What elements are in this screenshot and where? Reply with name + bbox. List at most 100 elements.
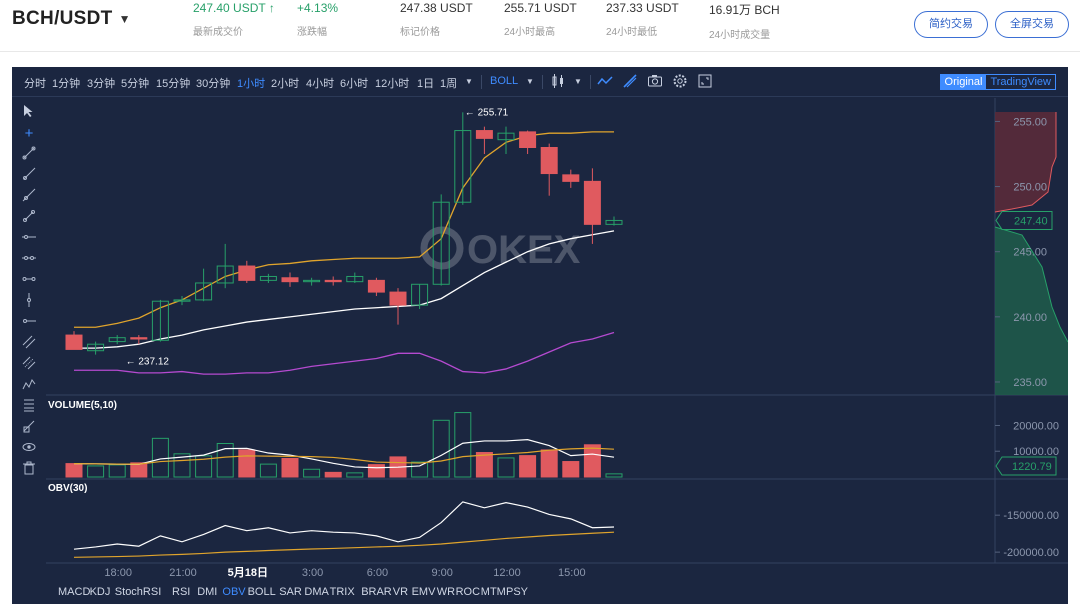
pair-selector[interactable]: BCH/USDT ▼ [12, 8, 131, 30]
eye-icon[interactable] [20, 440, 38, 458]
timeframe-3m[interactable]: 3分钟 [87, 78, 116, 90]
candle-body [389, 291, 407, 306]
volume-bar [195, 455, 213, 478]
indicator-dma[interactable]: DMA [304, 586, 329, 598]
candle-body [540, 147, 558, 175]
toolbar-divider [542, 75, 543, 89]
indicator-dmi[interactable]: DMI [197, 586, 218, 598]
stat-label: 24小时成交量 [709, 30, 771, 41]
timeframe-fenshi[interactable]: 分时 [24, 78, 46, 90]
obv-tick-label: -200000.00 [1003, 547, 1059, 559]
volume-panel-label: VOLUME(5,10) [48, 400, 117, 411]
line-indicator-icon[interactable] [596, 73, 614, 91]
stat-change: +4.13% 涨跌幅 [297, 1, 338, 38]
timeframe-1w[interactable]: 1周 [440, 78, 458, 90]
price-line-icon[interactable] [20, 314, 38, 332]
vertical-line-icon[interactable] [20, 293, 38, 311]
timeframe-15m[interactable]: 15分钟 [156, 78, 191, 90]
segment-line-icon[interactable] [20, 209, 38, 227]
volume-panel: 20000.00 10000.00 1220.79 [65, 412, 1059, 478]
wave-pattern-icon[interactable] [20, 377, 38, 395]
full-trade-button[interactable]: 全屏交易 [995, 11, 1069, 38]
candle-body [108, 337, 126, 343]
timeframe-2h[interactable]: 2小时 [271, 78, 300, 90]
volume-tick-label: 10000.00 [1013, 446, 1059, 458]
volume-bar [259, 463, 277, 478]
fullscreen-icon[interactable] [696, 73, 714, 91]
indicator-roc[interactable]: ROC [455, 586, 481, 598]
indicator-vr[interactable]: VR [392, 586, 409, 598]
candle-type-caret-icon[interactable]: ▼ [574, 77, 582, 86]
timeframe-4h[interactable]: 4小时 [306, 78, 335, 90]
price-tick-label: 245.00 [1013, 247, 1047, 259]
indicator-emv[interactable]: EMV [411, 586, 436, 598]
indicator-trix[interactable]: TRIX [329, 586, 355, 598]
indicator-stochrsi[interactable]: StochRSI [114, 586, 162, 598]
price-tick-label: 240.00 [1013, 312, 1047, 324]
indicator-obv[interactable]: OBV [222, 586, 246, 598]
boll-mid-line [74, 230, 615, 349]
ray-line-icon[interactable] [20, 167, 38, 185]
timeframe-1d[interactable]: 1日 [417, 78, 435, 90]
timeframe-6h[interactable]: 6小时 [340, 78, 369, 90]
camera-icon[interactable] [646, 73, 664, 91]
simple-trade-button[interactable]: 简约交易 [914, 11, 988, 38]
indicator-select[interactable]: BOLL [490, 75, 519, 87]
obv-panel-label: OBV(30) [48, 483, 87, 494]
view-original-button[interactable]: Original [940, 75, 987, 89]
indicator-brar[interactable]: BRAR [361, 586, 392, 598]
indicator-mtm[interactable]: MTM [480, 586, 506, 598]
boll-lower-line [74, 331, 615, 375]
extended-line-icon[interactable] [20, 188, 38, 206]
candle-body [65, 334, 83, 350]
timeframe-more-caret-icon[interactable]: ▼ [465, 77, 473, 86]
high-annotation: ← 255.71 [465, 107, 509, 118]
indicator-boll[interactable]: BOLL [247, 586, 276, 598]
current-price-tag [995, 210, 1053, 230]
horizontal-ray-icon[interactable] [20, 251, 38, 269]
eraser-icon[interactable] [20, 419, 38, 437]
indicator-rsi[interactable]: RSI [172, 586, 191, 598]
horizontal-line-icon[interactable] [20, 230, 38, 248]
indicator-kdj[interactable]: KDJ [89, 586, 111, 598]
indicator-wr[interactable]: WR [436, 586, 456, 598]
market-header: BCH/USDT ▼ 247.40 USDT ↑ 最新成交价 +4.13% 涨跌幅… [0, 0, 1080, 52]
timeframe-30m[interactable]: 30分钟 [196, 78, 231, 90]
trend-line-icon[interactable] [20, 146, 38, 164]
indicator-sar[interactable]: SAR [279, 586, 302, 598]
crosshair-icon[interactable]: + [24, 125, 34, 142]
timeframe-12h[interactable]: 12小时 [375, 78, 410, 90]
stat-label: 标记价格 [400, 27, 440, 38]
measure-icon[interactable] [20, 398, 38, 416]
stat-value: 237.33 USDT [606, 1, 679, 15]
candle-body [216, 265, 234, 284]
volume-bar [540, 449, 558, 478]
fibonacci-icon[interactable] [20, 356, 38, 374]
price-chart[interactable]: OKEX 255.00 250.00 245.00 240.00 235.00 247.4… [12, 67, 1068, 604]
view-tradingview-button[interactable]: TradingView [990, 76, 1051, 88]
timeframe-1h[interactable]: 1小时 [237, 78, 266, 90]
cursor-arrow-icon[interactable] [20, 104, 38, 122]
time-tick-label: 12:00 [493, 567, 521, 579]
volume-bar [454, 412, 472, 478]
timeframe-5m[interactable]: 5分钟 [121, 78, 150, 90]
draw-tool-icon[interactable] [621, 73, 639, 91]
time-tick-label: 9:00 [431, 567, 452, 579]
price-tick-label: 255.00 [1013, 116, 1047, 128]
indicator-psy[interactable]: PSY [506, 586, 529, 598]
horizontal-segment-icon[interactable] [20, 272, 38, 290]
candle-body [454, 130, 472, 203]
indicator-caret-icon[interactable]: ▼ [526, 77, 534, 86]
parallel-channel-icon[interactable] [20, 335, 38, 353]
candle-body [411, 283, 429, 306]
indicator-macd[interactable]: MACD [58, 586, 91, 598]
bid-depth-line [994, 226, 1068, 343]
timeframe-1m[interactable]: 1分钟 [52, 78, 81, 90]
gear-icon[interactable] [671, 73, 689, 91]
volume-ma10-line [73, 447, 615, 465]
candle-type-icon[interactable] [549, 73, 567, 91]
candle-body [519, 131, 537, 149]
trash-icon[interactable] [20, 461, 38, 479]
stat-24h-low: 237.33 USDT 24小时最低 [606, 1, 679, 38]
volume-bar [130, 462, 148, 478]
